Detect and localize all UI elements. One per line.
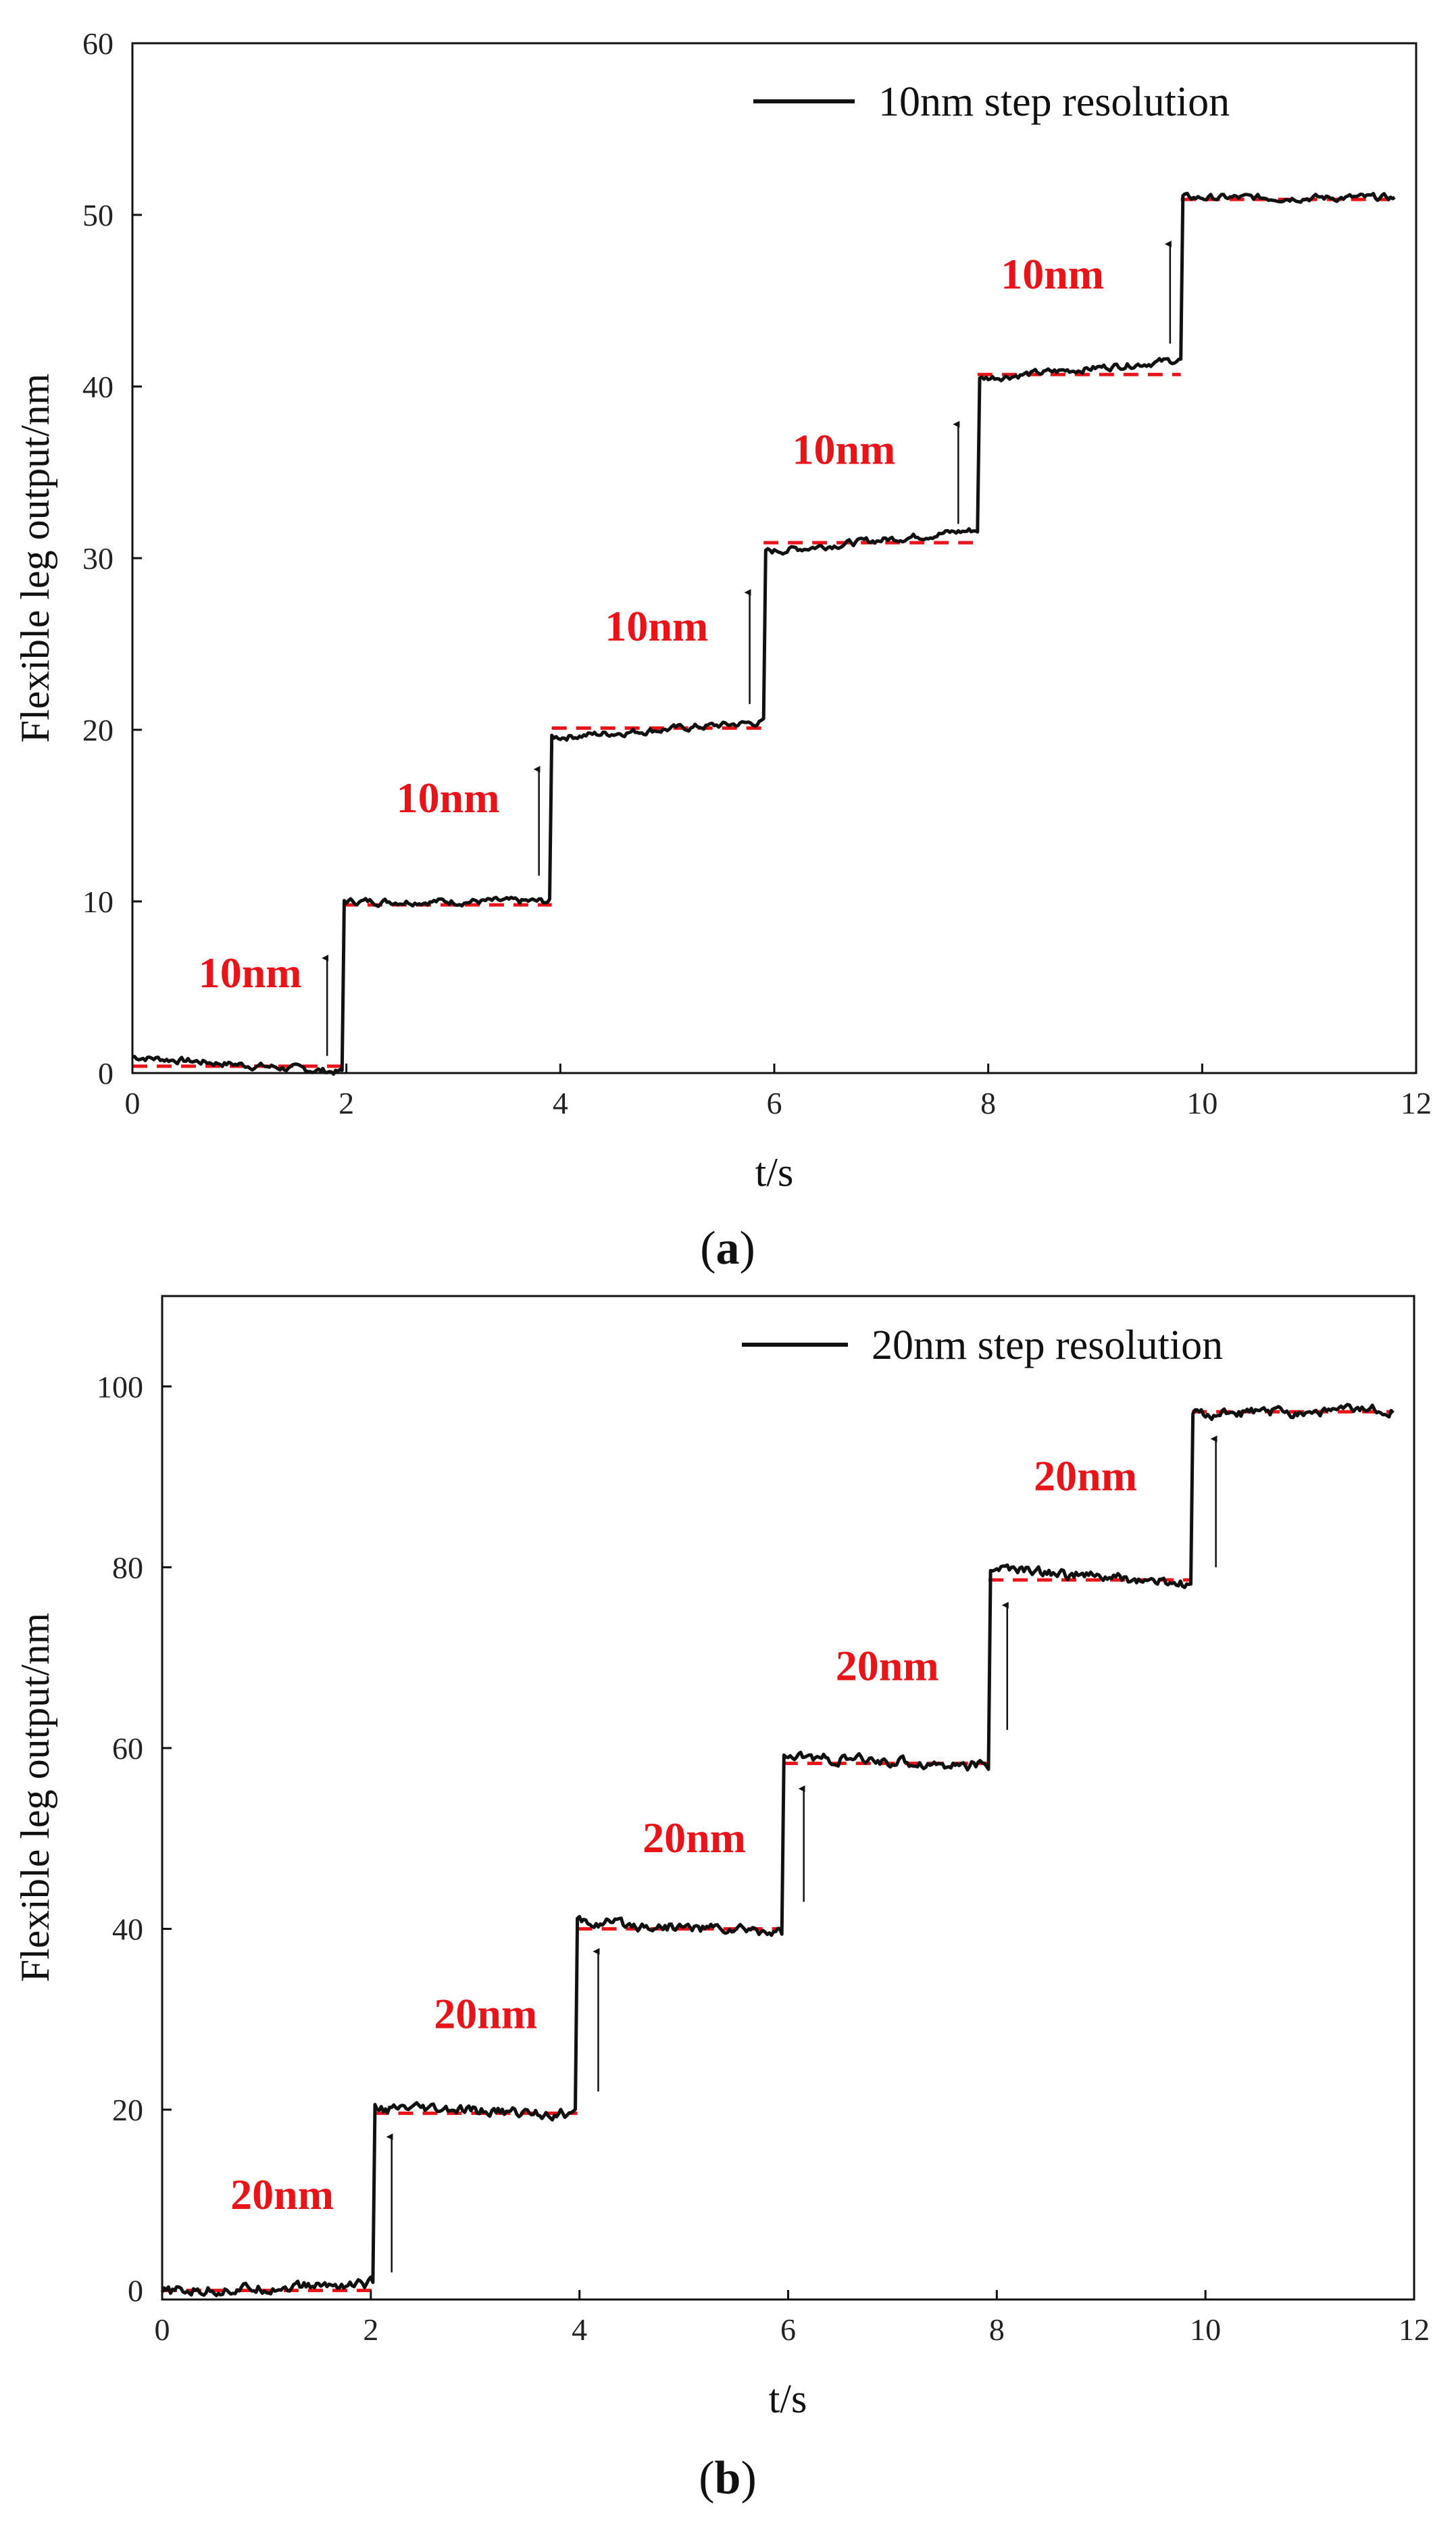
x-tick-label-a-3: 6: [767, 1086, 782, 1120]
axis-ticks-a: 0 2 4 6 8 10 12 0 10 20 30 40 50 60: [82, 26, 1432, 1120]
legend-label-b: 20nm step resolution: [872, 1322, 1223, 1368]
x-axis-label-b: t/s: [769, 2377, 807, 2421]
y-tick-label-a-4: 40: [82, 370, 114, 404]
legend-label-a: 10nm step resolution: [878, 79, 1230, 125]
y-tick-label-b-4: 80: [112, 1550, 143, 1585]
y-tick-label-a-6: 60: [82, 26, 114, 61]
y-tick-label-a-0: 0: [98, 1056, 114, 1091]
step-label-a-4: 10nm: [1001, 250, 1104, 298]
y-tick-label-a-3: 30: [82, 541, 114, 576]
x-tick-label-a-0: 0: [125, 1086, 141, 1120]
x-tick-label-b-1: 2: [363, 2312, 378, 2347]
y-tick-label-a-2: 20: [82, 713, 114, 747]
step-label-b-1: 20nm: [434, 1990, 537, 2038]
step-label-a-2: 10nm: [605, 602, 708, 650]
caption-b: (b): [699, 2452, 757, 2504]
step-label-b-4: 20nm: [1034, 1452, 1137, 1500]
plot-frame-a: [131, 42, 1417, 1074]
caption-letter-b: b: [715, 2452, 741, 2504]
x-tick-label-a-4: 8: [980, 1086, 996, 1120]
y-tick-label-b-1: 20: [112, 2093, 143, 2127]
y-tick-label-a-5: 50: [82, 198, 114, 232]
caption-a: (a): [700, 1222, 755, 1274]
step-label-a-3: 10nm: [792, 425, 895, 473]
x-tick-label-b-4: 8: [989, 2312, 1005, 2347]
signal-line-b: [160, 1403, 1395, 2297]
step-annotations-b: 20nm 20nm 20nm 20nm 20nm: [230, 1435, 1217, 2272]
x-axis-label-a: t/s: [755, 1150, 794, 1195]
x-tick-label-a-2: 4: [553, 1086, 568, 1120]
axis-ticks-b: 0 2 4 6 8 10 12 0 20 40 60 80 100: [97, 1370, 1430, 2347]
step-label-b-2: 20nm: [643, 1814, 746, 1862]
y-tick-label-b-2: 40: [112, 1912, 143, 1946]
y-tick-label-b-0: 0: [128, 2274, 143, 2308]
x-tick-label-b-5: 10: [1190, 2312, 1221, 2347]
plot-frame-b: [161, 1295, 1415, 2301]
caption-letter-a: a: [716, 1222, 740, 1274]
step-annotations-a: 10nm 10nm 10nm 10nm 10nm: [199, 241, 1172, 1056]
x-tick-label-a-1: 2: [338, 1086, 354, 1120]
x-tick-label-b-2: 4: [572, 2312, 587, 2347]
x-tick-label-a-6: 12: [1401, 1086, 1432, 1120]
y-axis-label-a: Flexible leg output/nm: [13, 374, 57, 743]
y-axis-label-b: Flexible leg output/nm: [13, 1613, 57, 1983]
legend-a: 10nm step resolution: [753, 79, 1230, 125]
y-tick-label-b-3: 60: [112, 1731, 143, 1766]
signal-line-a: [132, 191, 1396, 1076]
y-tick-label-a-1: 10: [82, 885, 114, 919]
reference-lines-b: [162, 1410, 1394, 2293]
x-tick-label-b-3: 6: [780, 2312, 796, 2347]
step-label-a-0: 10nm: [199, 949, 302, 997]
x-tick-label-a-5: 10: [1186, 1086, 1217, 1120]
step-label-a-1: 10nm: [397, 774, 500, 822]
x-tick-label-b-6: 12: [1399, 2312, 1430, 2347]
legend-b: 20nm step resolution: [742, 1322, 1223, 1368]
step-label-b-3: 20nm: [836, 1642, 939, 1690]
y-tick-label-b-5: 100: [97, 1370, 143, 1404]
step-label-b-0: 20nm: [230, 2170, 334, 2218]
x-tick-label-b-0: 0: [155, 2312, 170, 2347]
